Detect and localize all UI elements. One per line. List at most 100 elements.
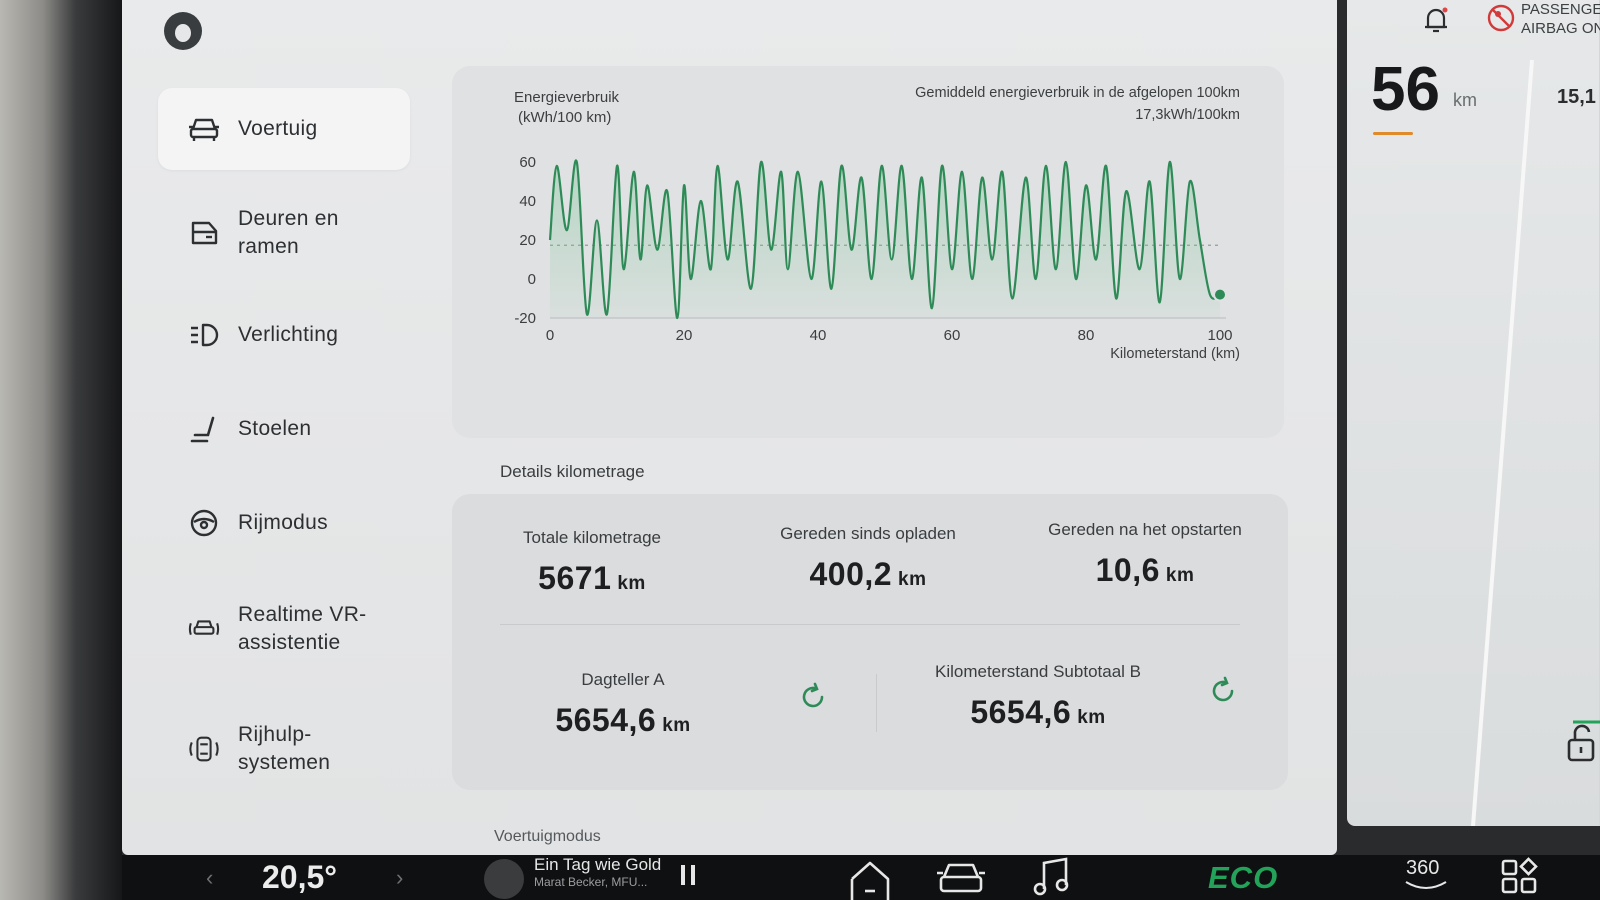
speed-unit: km	[1453, 90, 1477, 110]
temp-increase-icon[interactable]: ›	[396, 865, 404, 890]
stat-value: 5654,6	[970, 694, 1072, 730]
stat-label: Totale kilometrage	[523, 528, 661, 547]
stat-label: Gereden sinds opladen	[780, 524, 956, 543]
vr-assist-icon	[188, 613, 220, 645]
stat-value-wrap: 400,2 km	[758, 556, 978, 593]
camera-360-button[interactable]: 360	[1405, 857, 1450, 892]
stat-value: 400,2	[809, 556, 893, 592]
series-line	[548, 159, 1221, 320]
x-tick-label: 20	[676, 327, 693, 344]
album-art[interactable]	[484, 859, 524, 899]
climate-temperature[interactable]: 20,5°	[262, 859, 338, 895]
energy-chart-card: 60 40 20 0 -20 0 20 40 60 80 100 Energieverbruik (…	[452, 66, 1284, 438]
stat-unit: km	[1165, 565, 1195, 586]
user-avatar[interactable]	[164, 12, 202, 50]
instrument-cluster: PASSENGER AIRBAG ON 56 km 15,1 k	[1347, 0, 1600, 826]
refresh-icon	[1212, 676, 1234, 702]
y-tick-label: 40	[519, 193, 536, 210]
sidebar-item-deuren-en-ramen[interactable]: Deuren en ramen	[158, 192, 410, 274]
sidebar-item-label: Voertuig	[238, 117, 318, 140]
current-point-marker	[1213, 287, 1227, 302]
sidebar-item-voertuig[interactable]: Voertuig	[158, 88, 410, 170]
music-icon[interactable]	[1030, 855, 1074, 900]
sidebar-item-stoelen[interactable]: Stoelen	[158, 388, 410, 470]
range-value: 15,1 k	[1557, 86, 1600, 108]
airbag-line2: AIRBAG ON	[1521, 20, 1600, 37]
headlight-icon	[188, 319, 220, 351]
sidebar-item-realtime-vr-assistentie[interactable]: Realtime VR-assistentie	[158, 588, 410, 670]
y-tick-label: -20	[514, 310, 536, 327]
stat-unit: km	[1077, 707, 1106, 728]
stat-unit: km	[617, 573, 646, 594]
chart-ylabel-line2: (kWh/100 km)	[518, 109, 612, 126]
sidebar-item-label: Rijhulp-systemen	[238, 723, 331, 774]
x-tick-label: 0	[546, 327, 554, 344]
km-details-card: Totale kilometrage 5671 km Gereden sinds …	[452, 494, 1288, 790]
temp-decrease-icon[interactable]: ‹	[206, 865, 214, 890]
sidebar-item-label: Verlichting	[238, 323, 339, 346]
song-artist: Marat Becker, MFU...	[534, 875, 648, 889]
x-tick-label: 100	[1207, 327, 1232, 344]
x-tick-label: 80	[1078, 327, 1095, 344]
sidebar-item-rijmodus[interactable]: Rijmodus	[158, 482, 410, 564]
series-area	[550, 160, 1220, 319]
sidebar-item-label: Realtime VR-assistentie	[238, 603, 367, 654]
y-tick-label: 0	[528, 271, 536, 288]
reset-trip-b-button[interactable]	[1208, 676, 1238, 706]
lane-guide-line	[1471, 0, 1600, 826]
sidebar-item-label: Stoelen	[238, 417, 312, 440]
chart-average-value: 17,3kWh/100km	[1135, 107, 1240, 123]
main-screen: Voertuig Deuren en ramen Verlichting	[122, 0, 1337, 855]
seat-icon	[188, 413, 220, 445]
driver-assist-icon	[188, 733, 220, 765]
pause-icon[interactable]	[677, 859, 701, 894]
x-tick-label: 40	[810, 327, 827, 344]
airbag-line1: PASSENGER	[1521, 1, 1600, 18]
refresh-icon	[802, 682, 824, 708]
y-tick-label: 60	[519, 154, 536, 171]
energy-chart: 60 40 20 0 -20 0 20 40 60 80 100	[514, 154, 1232, 344]
app-grid-icon[interactable]	[1500, 857, 1540, 900]
stat-unit: km	[662, 715, 691, 736]
vehicle-icon[interactable]	[936, 855, 986, 900]
camera-360-label: 360	[1406, 857, 1440, 879]
speed-value: 56	[1371, 55, 1440, 124]
km-details-title: Details kilometrage	[500, 462, 645, 481]
stat-since-start: Gereden na het opstarten 10,6 km	[1030, 520, 1260, 589]
stat-value-wrap: 5654,6 km	[528, 702, 718, 739]
sidebar-item-label: Deuren en ramen	[238, 207, 339, 258]
steering-wheel-icon	[188, 507, 220, 539]
stat-value-wrap: 5671 km	[492, 560, 692, 597]
car-icon	[188, 113, 220, 145]
unlock-icon[interactable]	[1565, 724, 1597, 769]
stat-label: Gereden na het opstarten	[1048, 520, 1242, 539]
airbag-status: PASSENGER AIRBAG ON	[1521, 0, 1600, 38]
airbag-warning-icon	[1487, 4, 1515, 37]
sidebar-item-rijhulp-systemen[interactable]: Rijhulp-systemen	[158, 708, 410, 790]
stat-label: Kilometerstand Subtotaal B	[934, 662, 1141, 681]
eco-mode-button[interactable]: ECO	[1208, 860, 1279, 895]
chart-ylabel-line1: Energieverbruik	[514, 89, 620, 106]
stat-label: Dagteller A	[581, 670, 665, 689]
stat-value-wrap: 5654,6 km	[918, 694, 1158, 731]
bell-icon[interactable]	[1423, 6, 1449, 39]
rotate-icon	[1405, 881, 1447, 889]
song-title[interactable]: Ein Tag wie Gold	[534, 855, 662, 874]
home-icon[interactable]	[848, 855, 892, 900]
vehicle-mode-title: Voertuigmodus	[494, 828, 601, 845]
stat-value-wrap: 10,6 km	[1030, 552, 1260, 589]
stats-divider	[500, 624, 1240, 625]
stats-divider-vertical	[876, 674, 877, 732]
sidebar-item-verlichting[interactable]: Verlichting	[158, 294, 410, 376]
chart-xlabel: Kilometerstand (km)	[1110, 346, 1240, 362]
stat-unit: km	[898, 569, 927, 590]
stat-total: Totale kilometrage 5671 km	[492, 528, 692, 597]
stat-trip-b: Kilometerstand Subtotaal B 5654,6 km	[918, 662, 1158, 731]
stat-since-charge: Gereden sinds opladen 400,2 km	[758, 524, 978, 593]
reset-trip-a-button[interactable]	[798, 682, 828, 712]
chart-average: Gemiddeld energieverbruik in de afgelope…	[915, 82, 1240, 126]
door-icon	[188, 217, 220, 249]
stat-trip-a: Dagteller A 5654,6 km	[528, 670, 718, 739]
sidebar-item-label: Rijmodus	[238, 511, 328, 534]
y-tick-label: 20	[519, 232, 536, 249]
